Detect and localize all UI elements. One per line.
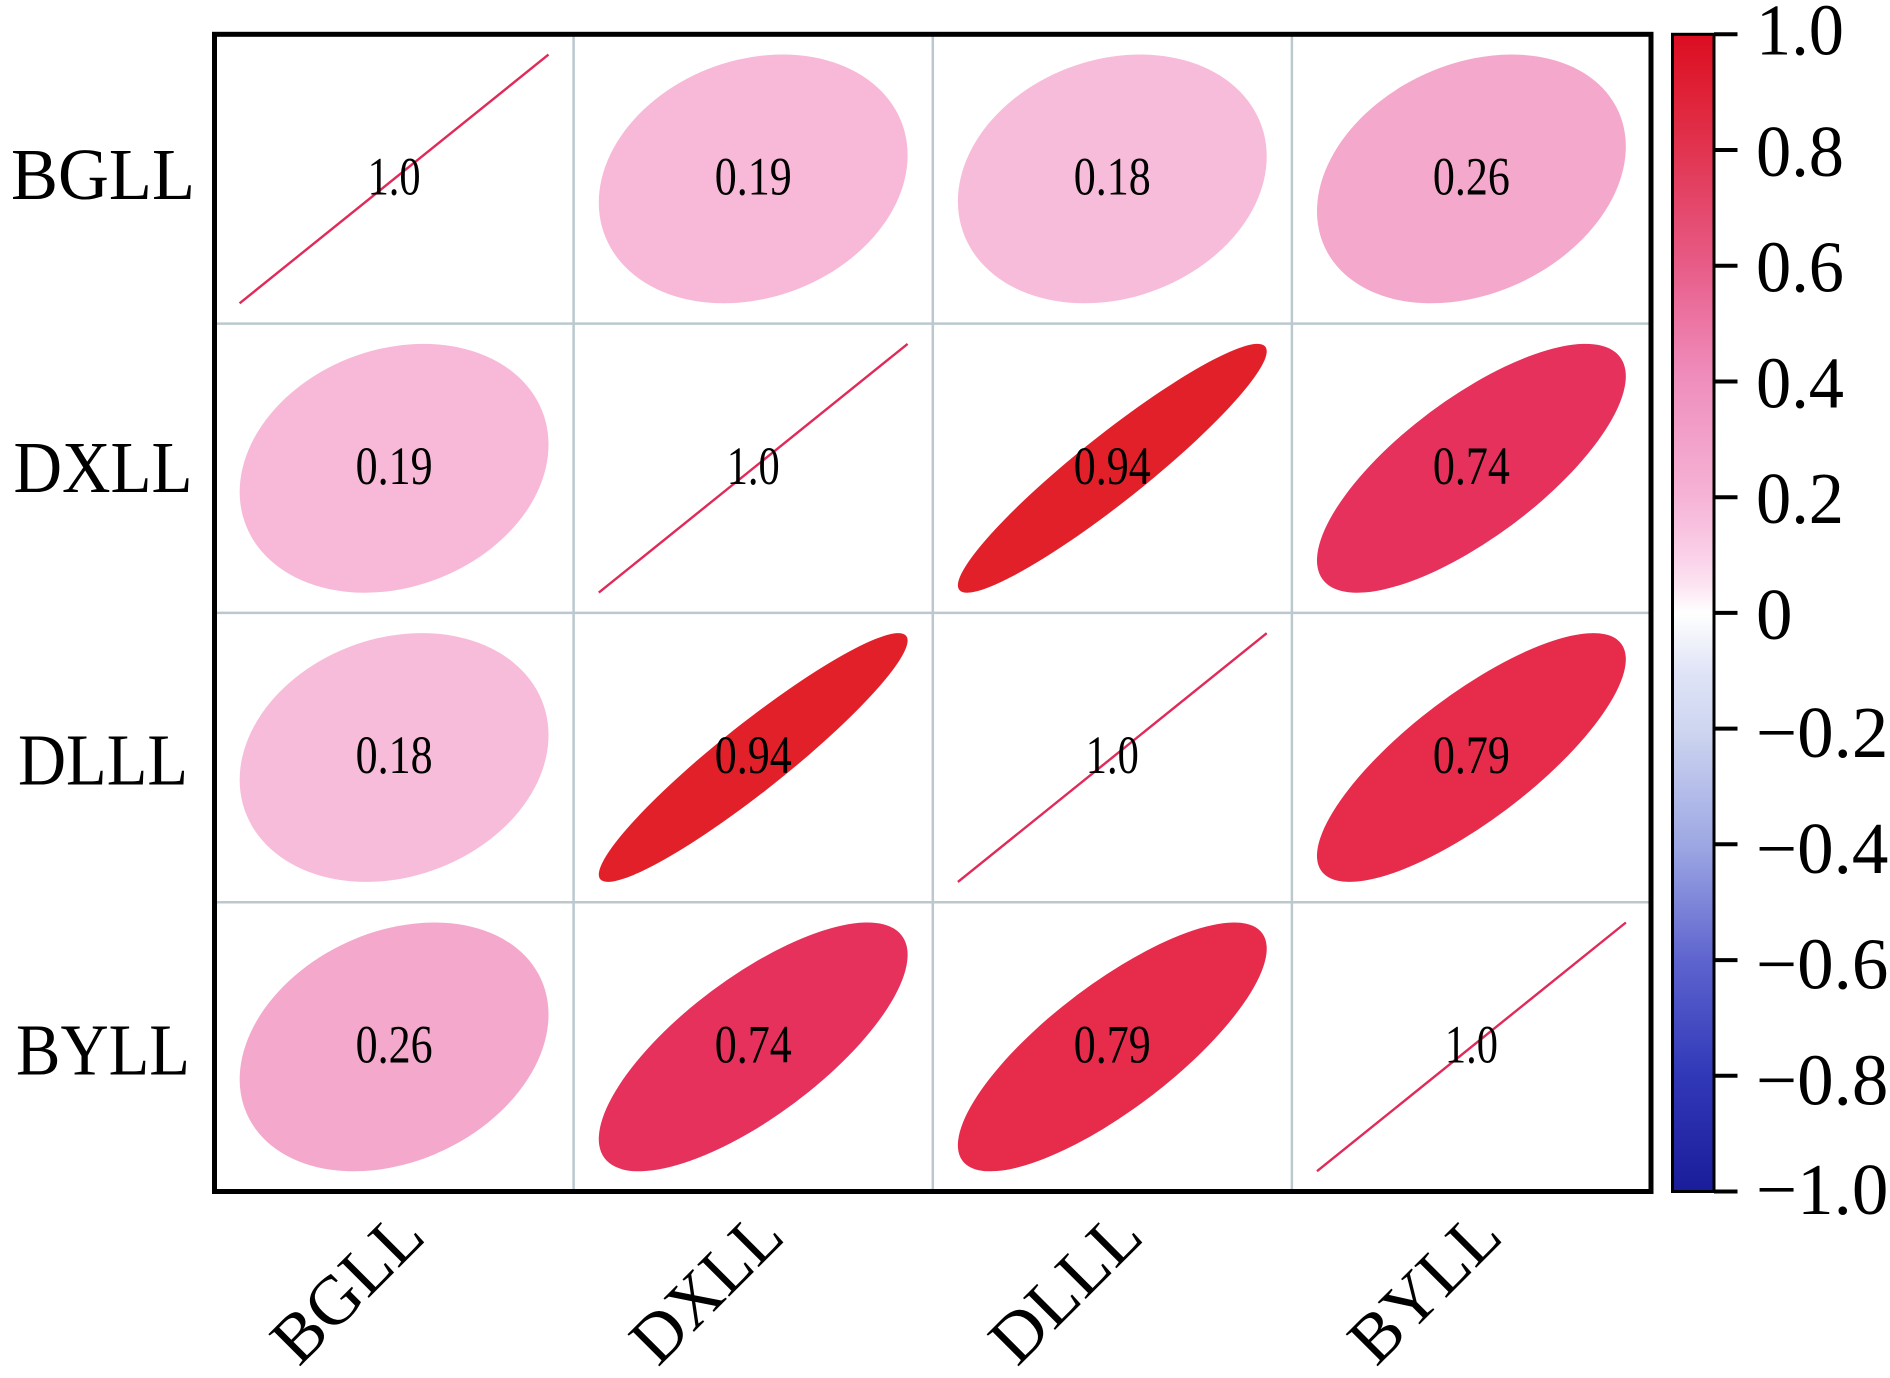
svg-text:0.79: 0.79 — [1074, 1014, 1151, 1074]
svg-text:0.19: 0.19 — [715, 146, 792, 206]
svg-text:−0.6: −0.6 — [1756, 924, 1888, 1005]
svg-text:0: 0 — [1756, 574, 1793, 655]
svg-text:0.19: 0.19 — [356, 436, 433, 496]
svg-text:0.8: 0.8 — [1756, 111, 1844, 192]
svg-text:1.0: 1.0 — [1756, 0, 1844, 70]
svg-text:0.6: 0.6 — [1756, 227, 1844, 308]
svg-text:0.4: 0.4 — [1756, 343, 1844, 424]
svg-text:0.79: 0.79 — [1433, 725, 1510, 785]
svg-text:1.0: 1.0 — [1086, 725, 1139, 785]
svg-text:−0.4: −0.4 — [1756, 808, 1888, 889]
svg-text:−1.0: −1.0 — [1756, 1149, 1888, 1230]
svg-text:0.74: 0.74 — [1433, 436, 1510, 496]
svg-text:DXLL: DXLL — [14, 427, 193, 508]
svg-text:0.18: 0.18 — [1074, 146, 1151, 206]
svg-text:0.94: 0.94 — [1074, 436, 1151, 496]
svg-text:BYLL: BYLL — [16, 1009, 190, 1090]
svg-text:0.26: 0.26 — [356, 1014, 433, 1074]
svg-text:0.2: 0.2 — [1756, 458, 1844, 539]
svg-text:1.0: 1.0 — [1445, 1014, 1498, 1074]
svg-text:DLLL: DLLL — [18, 719, 188, 800]
svg-text:0.18: 0.18 — [356, 725, 433, 785]
svg-text:1.0: 1.0 — [368, 146, 421, 206]
svg-text:−0.2: −0.2 — [1756, 692, 1888, 773]
svg-text:−0.8: −0.8 — [1756, 1039, 1888, 1120]
svg-text:0.74: 0.74 — [715, 1014, 792, 1074]
svg-text:BGLL: BGLL — [11, 134, 195, 215]
svg-text:0.94: 0.94 — [715, 725, 792, 785]
svg-text:0.26: 0.26 — [1433, 146, 1510, 206]
svg-text:1.0: 1.0 — [727, 436, 780, 496]
